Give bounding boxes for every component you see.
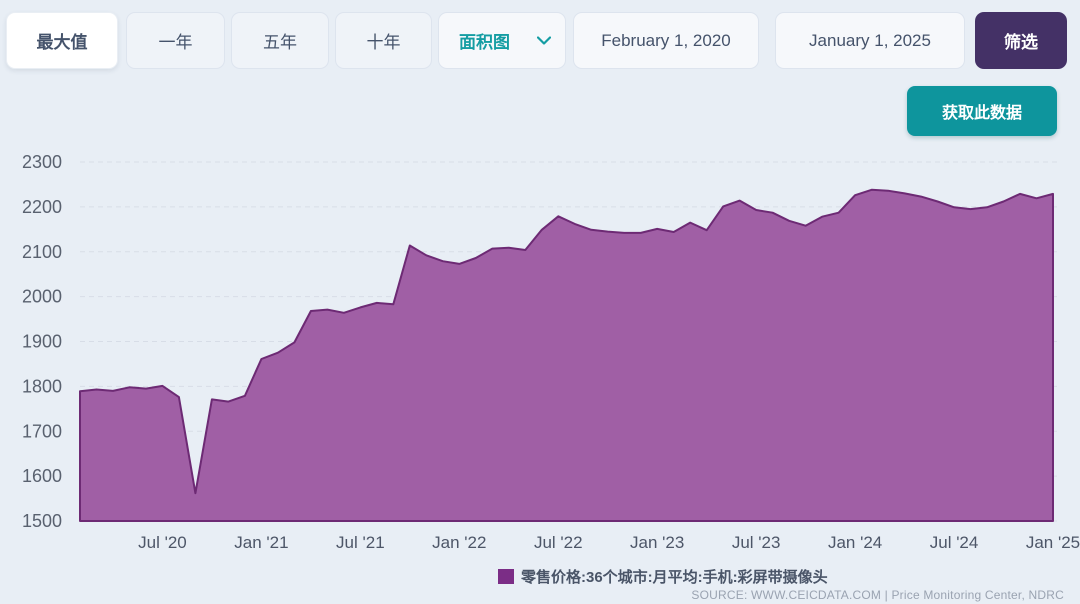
start-date-field[interactable]: February 1, 2020 — [573, 12, 759, 69]
svg-text:Jul '21: Jul '21 — [336, 533, 385, 552]
svg-text:Jan '23: Jan '23 — [630, 533, 684, 552]
chart-type-value: 面积图 — [459, 33, 510, 52]
svg-text:Jan '24: Jan '24 — [828, 533, 882, 552]
svg-text:2300: 2300 — [22, 152, 62, 172]
svg-text:2200: 2200 — [22, 197, 62, 217]
svg-text:1800: 1800 — [22, 376, 62, 396]
svg-text:1600: 1600 — [22, 466, 62, 486]
svg-text:Jul '22: Jul '22 — [534, 533, 583, 552]
legend-swatch — [498, 568, 514, 584]
svg-text:2100: 2100 — [22, 242, 62, 262]
get-data-button[interactable]: 获取此数据 — [907, 86, 1057, 136]
svg-text:2000: 2000 — [22, 287, 62, 307]
chart-type-dropdown[interactable]: 面积图 — [438, 12, 566, 69]
chevron-down-icon — [537, 36, 551, 45]
svg-text:Jul '23: Jul '23 — [732, 533, 781, 552]
chart-legend: 零售价格:36个城市:月平均:手机:彩屏带摄像头 — [498, 566, 828, 586]
svg-text:1500: 1500 — [22, 511, 62, 531]
svg-text:Jan '21: Jan '21 — [234, 533, 288, 552]
range-button-5y[interactable]: 五年 — [231, 12, 329, 69]
range-button-10y[interactable]: 十年 — [335, 12, 432, 69]
svg-text:Jul '20: Jul '20 — [138, 533, 187, 552]
range-button-1y[interactable]: 一年 — [126, 12, 225, 69]
svg-text:Jan '22: Jan '22 — [432, 533, 486, 552]
svg-text:1700: 1700 — [22, 421, 62, 441]
svg-text:Jan '25: Jan '25 — [1026, 533, 1080, 552]
area-chart: 1500 1600 1700 1800 1900 2000 2100 2200 2300 Jul … — [22, 152, 1080, 552]
range-button-max[interactable]: 最大值 — [6, 12, 118, 69]
end-date-field[interactable]: January 1, 2025 — [775, 12, 965, 69]
legend-label: 零售价格:36个城市:月平均:手机:彩屏带摄像头 — [521, 568, 828, 586]
source-attribution: SOURCE: WWW.CEICDATA.COM | Price Monitor… — [691, 588, 1064, 602]
filter-button[interactable]: 筛选 — [975, 12, 1067, 69]
svg-text:Jul '24: Jul '24 — [930, 533, 979, 552]
svg-text:1900: 1900 — [22, 332, 62, 352]
